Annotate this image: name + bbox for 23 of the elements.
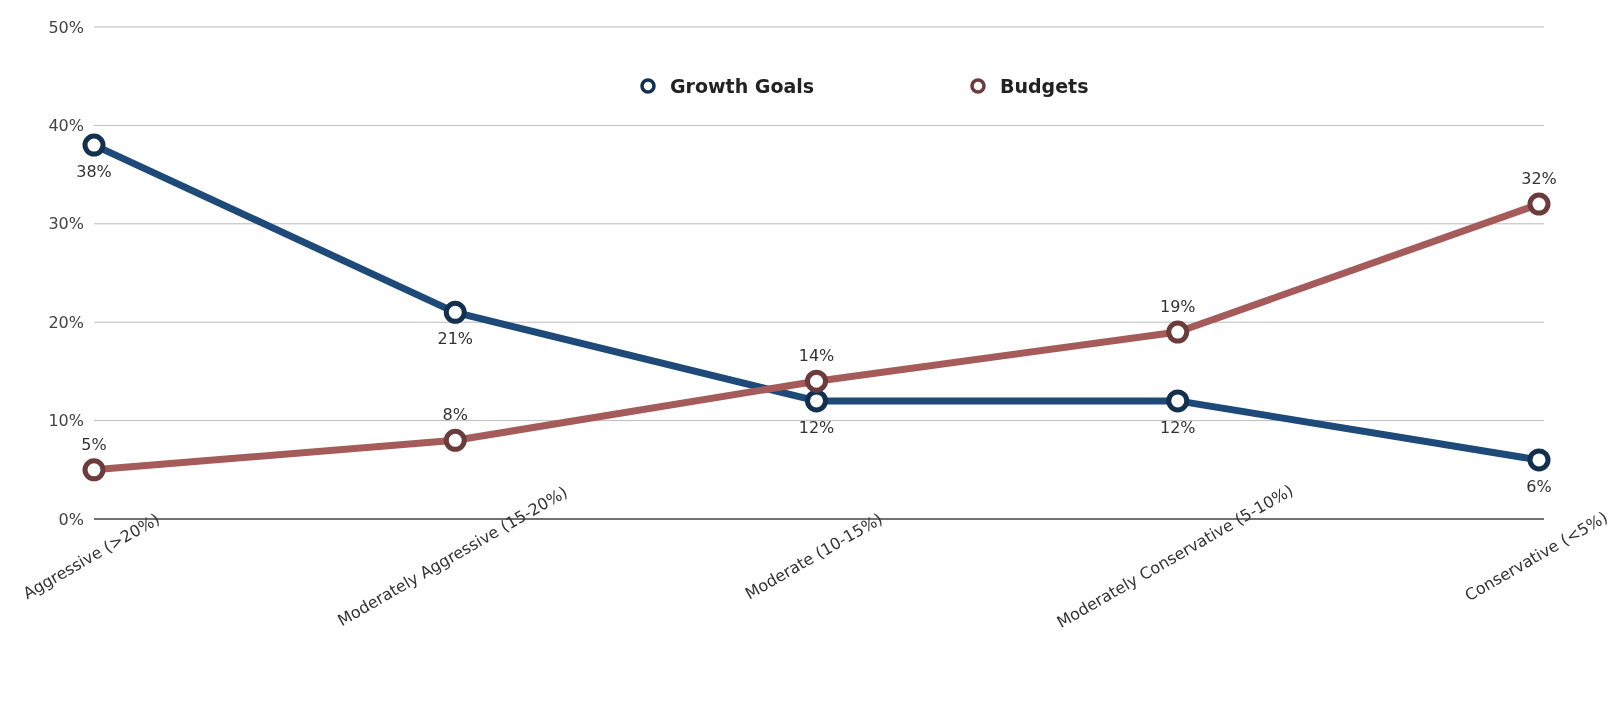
point (443, 300, 467, 324)
data-label: 32% (1521, 169, 1557, 189)
y-tick-label: 50% (48, 17, 84, 37)
legend-label: Growth Goals (670, 74, 815, 97)
y-tick-label: 20% (48, 312, 84, 332)
y-tick-label: 40% (48, 116, 84, 135)
y-tick-label: 30% (48, 214, 84, 234)
data-label: 14% (798, 346, 835, 366)
legend-label: Budgets (1000, 74, 1089, 97)
data-label: 38% (76, 162, 112, 182)
data-label: 6% (1526, 476, 1552, 496)
data-label: 12% (1159, 417, 1196, 437)
point (805, 389, 828, 413)
data-label: 21% (437, 329, 474, 349)
data-label: 12% (798, 417, 835, 437)
point (82, 133, 106, 157)
point (1527, 448, 1551, 472)
data-label: 5% (81, 434, 107, 454)
y-tick-label: 0% (58, 509, 84, 529)
y-tick-label: 10% (48, 411, 84, 431)
data-label: 19% (1159, 297, 1196, 317)
data-label: 8% (442, 405, 468, 425)
point (1166, 389, 1190, 413)
